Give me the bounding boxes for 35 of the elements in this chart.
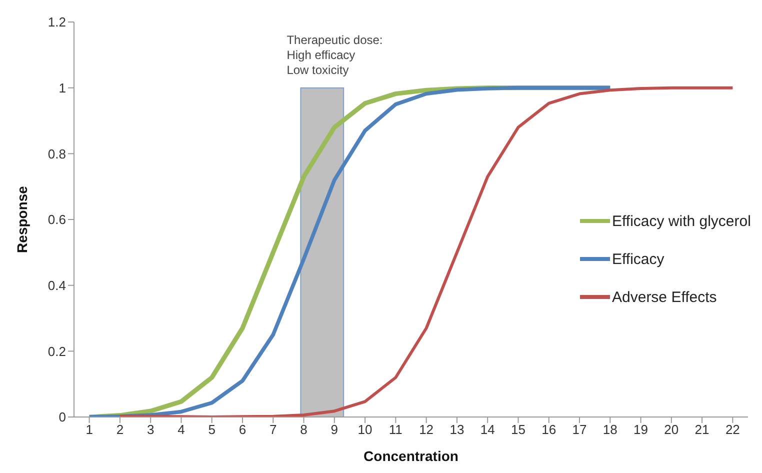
x-tick-label: 22 [725,422,740,438]
y-tick-label: 0 [58,410,66,425]
legend-label: Efficacy [612,250,664,268]
y-axis-title: Response [14,186,30,253]
x-tick-label: 9 [330,422,338,438]
x-tick-label: 13 [450,422,464,438]
x-tick-label: 6 [238,422,246,438]
legend-label: Efficacy with glycerol [612,212,751,230]
x-tick-label: 16 [542,422,556,438]
band-label: Therapeutic dose: High efficacy Low toxicity [286,32,383,77]
x-tick-label: 20 [664,422,679,438]
x-tick-label: 4 [178,422,185,438]
x-tick-label: 17 [572,422,587,438]
x-tick-label: 5 [208,422,216,438]
y-tick-label: 0.4 [48,278,66,293]
x-tick-label: 1 [86,422,93,438]
x-tick-label: 14 [480,422,495,438]
y-tick-label: 0.6 [48,212,66,228]
x-tick-label: 19 [634,422,648,438]
x-tick-label: 8 [300,422,308,438]
y-tick-label: 0.8 [48,146,66,162]
x-axis-title: Concentration [364,448,458,464]
x-tick-label: 3 [146,422,154,438]
y-tick-label: 1.2 [48,14,66,30]
x-tick-label: 11 [388,422,402,438]
y-tick-label: 0.2 [48,344,66,359]
x-tick-label: 7 [270,422,277,438]
x-tick-label: 12 [419,422,434,438]
x-tick-label: 21 [694,422,710,438]
x-tick-label: 2 [116,422,124,438]
x-tick-label: 18 [602,422,618,438]
y-tick-label: 1 [58,80,66,96]
x-tick-label: 10 [358,422,372,438]
x-tick-label: 15 [510,422,526,438]
legend-label: Adverse Effects [612,288,717,306]
